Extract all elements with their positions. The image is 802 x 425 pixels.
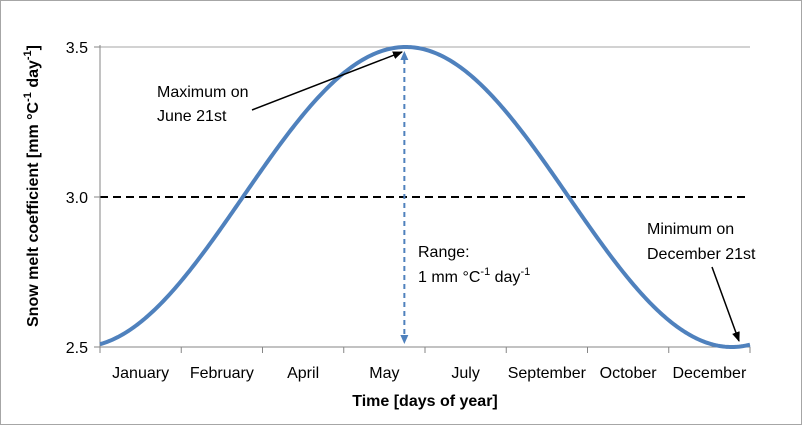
x-tick-labels: January February April May July September Octo… — [112, 365, 747, 382]
y-axis-ticks — [94, 46, 100, 348]
x-tick-label: May — [369, 365, 399, 382]
min-annotation-line1: Minimum on — [647, 221, 734, 238]
x-tick-label: April — [287, 365, 319, 382]
x-tick-label: July — [451, 365, 479, 382]
min-annotation-line2: December 21st — [647, 246, 756, 263]
max-annotation-arrow — [251, 51, 403, 111]
range-annotation-line2: 1 mm °C-1 day-1 — [418, 266, 530, 286]
x-tick-label: September — [508, 365, 587, 382]
y-tick-label: 2.5 — [66, 340, 88, 357]
y-tick-label: 3.5 — [66, 40, 88, 57]
x-axis-ticks — [99, 347, 751, 353]
x-tick-label: January — [112, 365, 169, 382]
series-line-melt-coefficient — [99, 44, 751, 350]
y-tick-labels: 2.5 3.0 3.5 — [66, 40, 88, 357]
y-tick-label: 3.0 — [66, 190, 88, 207]
x-tick-label: December — [672, 365, 746, 382]
range-arrow-head-bottom — [400, 335, 409, 344]
max-annotation-line1: Maximum on — [157, 84, 249, 101]
x-tick-label: February — [190, 365, 254, 382]
x-tick-label: October — [600, 365, 658, 382]
max-annotation-line2: June 21st — [157, 108, 227, 125]
x-axis-title: Time [days of year] — [352, 393, 498, 410]
y-axis-title: Snow melt coefficient [mm °C-1 day-1] — [22, 45, 42, 327]
min-annotation-arrow — [711, 266, 740, 342]
range-annotation-line1: Range: — [418, 244, 470, 261]
